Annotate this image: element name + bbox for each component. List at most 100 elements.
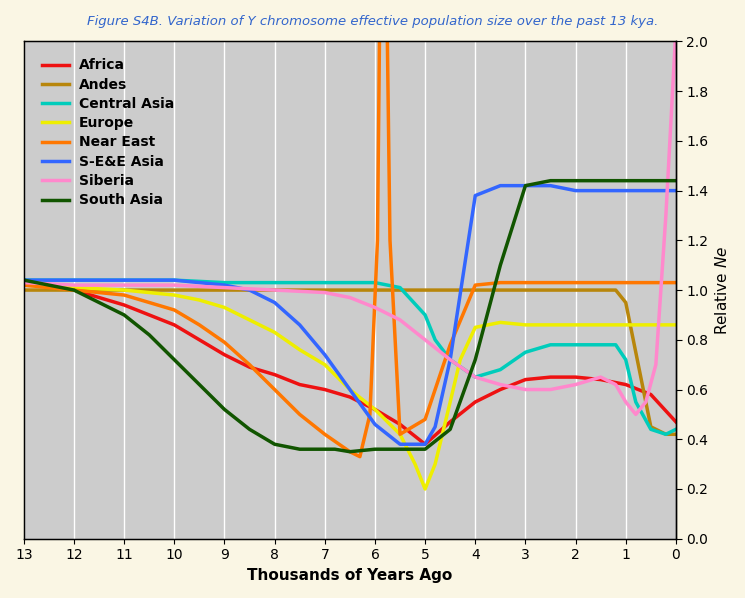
South Asia — [421, 446, 430, 453]
South Asia — [120, 312, 129, 319]
Central Asia — [421, 312, 430, 319]
Near East — [355, 453, 364, 460]
Near East — [471, 282, 480, 289]
Andes — [370, 286, 379, 294]
Siberia — [621, 398, 630, 405]
Europe — [170, 291, 179, 298]
S-E&E Asia — [671, 187, 680, 194]
South Asia — [370, 446, 379, 453]
Africa — [295, 381, 304, 388]
Africa — [120, 301, 129, 309]
Siberia — [596, 374, 605, 381]
Near East — [446, 341, 454, 349]
Siberia — [611, 381, 620, 388]
South Asia — [330, 446, 339, 453]
Central Asia — [662, 431, 671, 438]
South Asia — [69, 286, 78, 294]
Andes — [671, 431, 680, 438]
Andes — [220, 286, 229, 294]
Siberia — [641, 398, 650, 405]
Near East — [346, 448, 355, 455]
Africa — [446, 418, 454, 425]
S-E&E Asia — [220, 282, 229, 289]
Near East — [521, 279, 530, 286]
South Asia — [446, 426, 454, 433]
Y-axis label: Relative $\mathit{Ne}$: Relative $\mathit{Ne}$ — [714, 246, 730, 335]
Andes — [421, 286, 430, 294]
S-E&E Asia — [69, 276, 78, 283]
Africa — [396, 421, 405, 428]
Andes — [320, 286, 329, 294]
Near East — [270, 386, 279, 393]
Europe — [421, 486, 430, 493]
Near East — [621, 279, 630, 286]
Near East — [69, 286, 78, 294]
Africa — [421, 441, 430, 448]
South Asia — [220, 406, 229, 413]
South Asia — [521, 182, 530, 189]
South Asia — [396, 446, 405, 453]
South Asia — [19, 276, 28, 283]
Near East — [373, 237, 382, 244]
Central Asia — [571, 341, 580, 349]
Africa — [546, 374, 555, 381]
S-E&E Asia — [647, 187, 656, 194]
Near East — [245, 361, 254, 368]
Siberia — [396, 316, 405, 324]
Near East — [170, 306, 179, 313]
S-E&E Asia — [621, 187, 630, 194]
Central Asia — [546, 341, 555, 349]
Siberia — [120, 282, 129, 289]
Siberia — [546, 386, 555, 393]
Europe — [320, 361, 329, 368]
Africa — [320, 386, 329, 393]
Line: Siberia: Siberia — [24, 29, 676, 414]
South Asia — [195, 381, 204, 388]
Siberia — [521, 386, 530, 393]
Andes — [647, 423, 656, 431]
Line: Europe: Europe — [24, 285, 676, 489]
Line: Near East: Near East — [24, 0, 676, 457]
Near East — [320, 431, 329, 438]
Andes — [19, 286, 28, 294]
Europe — [270, 329, 279, 336]
Europe — [456, 356, 465, 364]
Africa — [170, 321, 179, 328]
Central Asia — [220, 279, 229, 286]
Near East — [421, 416, 430, 423]
Near East — [195, 321, 204, 328]
Legend: Africa, Andes, Central Asia, Europe, Near East, S-E&E Asia, Siberia, South Asia: Africa, Andes, Central Asia, Europe, Nea… — [37, 53, 180, 212]
Africa — [647, 391, 656, 398]
South Asia — [346, 448, 355, 455]
Central Asia — [471, 374, 480, 381]
South Asia — [671, 177, 680, 184]
S-E&E Asia — [521, 182, 530, 189]
Europe — [471, 324, 480, 331]
Africa — [245, 364, 254, 371]
Europe — [647, 321, 656, 328]
Central Asia — [370, 279, 379, 286]
Line: Andes: Andes — [24, 290, 676, 434]
Siberia — [651, 361, 660, 368]
Andes — [611, 286, 620, 294]
South Asia — [596, 177, 605, 184]
Siberia — [421, 336, 430, 343]
Andes — [69, 286, 78, 294]
South Asia — [571, 177, 580, 184]
South Asia — [471, 356, 480, 364]
S-E&E Asia — [195, 279, 204, 286]
S-E&E Asia — [19, 276, 28, 283]
Central Asia — [631, 398, 640, 405]
Near East — [496, 279, 505, 286]
Africa — [621, 381, 630, 388]
Europe — [621, 321, 630, 328]
Text: Figure S4B. Variation of Y chromosome effective population size over the past 13: Figure S4B. Variation of Y chromosome ef… — [87, 15, 658, 28]
Andes — [631, 349, 640, 356]
Africa — [19, 276, 28, 283]
Near East — [295, 411, 304, 418]
Africa — [346, 393, 355, 401]
S-E&E Asia — [396, 441, 405, 448]
Central Asia — [396, 284, 405, 291]
South Asia — [546, 177, 555, 184]
Andes — [596, 286, 605, 294]
